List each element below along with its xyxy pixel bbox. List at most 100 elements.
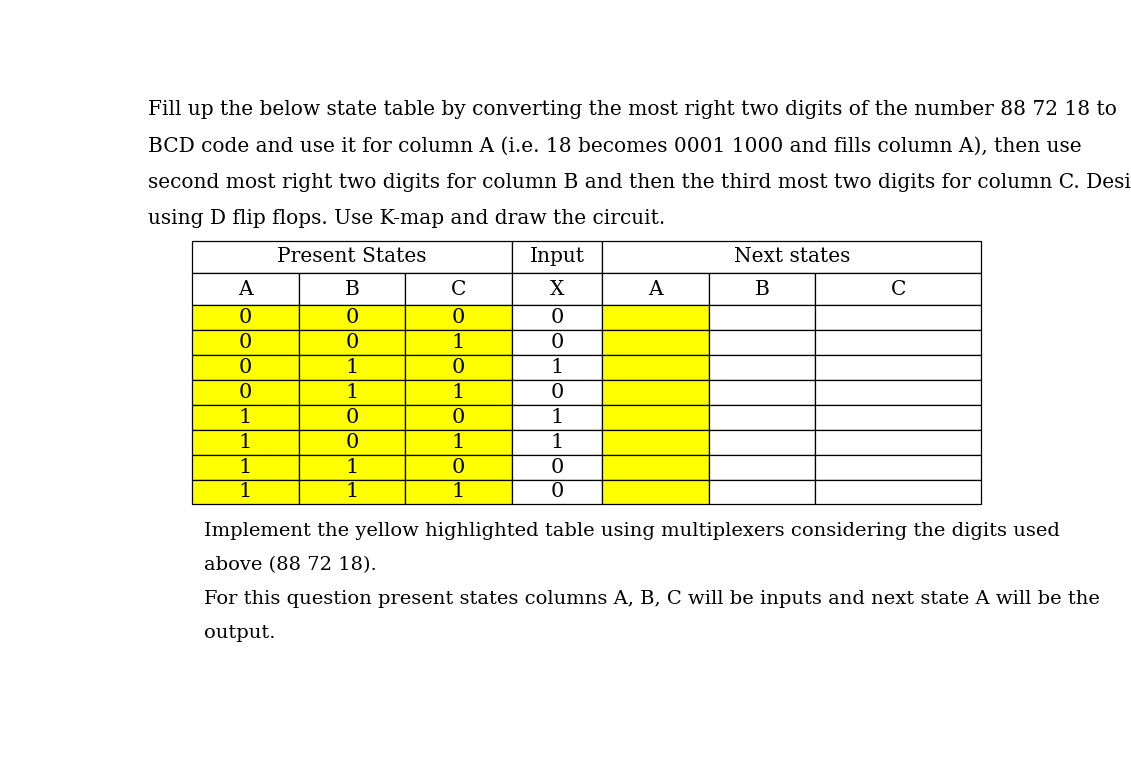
Bar bbox=[192, 273, 299, 305]
Bar bbox=[709, 454, 815, 479]
Bar bbox=[405, 405, 511, 430]
Text: 1: 1 bbox=[239, 482, 252, 501]
Text: 0: 0 bbox=[451, 408, 465, 427]
Bar bbox=[299, 330, 405, 355]
Bar bbox=[603, 479, 709, 505]
Text: B: B bbox=[754, 279, 769, 298]
Text: Implement the yellow highlighted table using multiplexers considering the digits: Implement the yellow highlighted table u… bbox=[205, 522, 1061, 540]
Bar bbox=[603, 405, 709, 430]
Text: 0: 0 bbox=[345, 433, 359, 452]
Bar bbox=[405, 454, 511, 479]
Text: second most right two digits for column B and then the third most two digits for: second most right two digits for column … bbox=[148, 173, 1131, 192]
Text: 0: 0 bbox=[239, 308, 252, 327]
Text: 0: 0 bbox=[451, 308, 465, 327]
Text: 0: 0 bbox=[551, 457, 563, 476]
Bar bbox=[192, 355, 299, 380]
Text: 0: 0 bbox=[551, 482, 563, 501]
Text: 0: 0 bbox=[451, 457, 465, 476]
Bar bbox=[511, 305, 603, 330]
Text: 1: 1 bbox=[239, 433, 252, 452]
Text: 1: 1 bbox=[451, 482, 465, 501]
Bar bbox=[192, 330, 299, 355]
Text: A: A bbox=[239, 279, 252, 298]
Bar bbox=[815, 454, 981, 479]
Bar bbox=[603, 355, 709, 380]
Text: 1: 1 bbox=[551, 408, 563, 427]
Bar bbox=[405, 355, 511, 380]
Text: 0: 0 bbox=[239, 358, 252, 377]
Text: For this question present states columns A, B, C will be inputs and next state A: For this question present states columns… bbox=[205, 590, 1100, 608]
Bar bbox=[815, 330, 981, 355]
Bar bbox=[192, 240, 511, 273]
Bar bbox=[815, 355, 981, 380]
Text: Input: Input bbox=[529, 247, 585, 266]
Bar bbox=[603, 380, 709, 405]
Bar bbox=[405, 273, 511, 305]
Bar bbox=[815, 273, 981, 305]
Bar bbox=[405, 330, 511, 355]
Text: 0: 0 bbox=[345, 333, 359, 352]
Bar bbox=[511, 330, 603, 355]
Bar bbox=[192, 405, 299, 430]
Text: Fill up the below state table by converting the most right two digits of the num: Fill up the below state table by convert… bbox=[148, 100, 1117, 119]
Bar bbox=[511, 273, 603, 305]
Bar bbox=[603, 454, 709, 479]
Bar bbox=[299, 273, 405, 305]
Text: BCD code and use it for column A (i.e. 18 becomes 0001 1000 and fills column A),: BCD code and use it for column A (i.e. 1… bbox=[148, 136, 1082, 155]
Bar bbox=[511, 355, 603, 380]
Bar bbox=[603, 240, 981, 273]
Bar bbox=[405, 305, 511, 330]
Bar bbox=[299, 405, 405, 430]
Bar bbox=[299, 479, 405, 505]
Text: 1: 1 bbox=[451, 433, 465, 452]
Text: 1: 1 bbox=[345, 457, 359, 476]
Bar bbox=[299, 380, 405, 405]
Bar bbox=[815, 430, 981, 454]
Text: 0: 0 bbox=[345, 408, 359, 427]
Bar bbox=[709, 355, 815, 380]
Text: 0: 0 bbox=[551, 383, 563, 402]
Bar bbox=[405, 380, 511, 405]
Bar bbox=[299, 430, 405, 454]
Bar bbox=[709, 380, 815, 405]
Bar bbox=[603, 305, 709, 330]
Bar bbox=[709, 305, 815, 330]
Bar bbox=[511, 479, 603, 505]
Text: B: B bbox=[345, 279, 360, 298]
Text: using D flip flops. Use K-map and draw the circuit.: using D flip flops. Use K-map and draw t… bbox=[148, 209, 666, 228]
Text: 1: 1 bbox=[551, 358, 563, 377]
Bar bbox=[192, 380, 299, 405]
Text: 0: 0 bbox=[451, 358, 465, 377]
Text: C: C bbox=[890, 279, 906, 298]
Bar bbox=[709, 273, 815, 305]
Bar bbox=[709, 430, 815, 454]
Bar bbox=[709, 405, 815, 430]
Text: 0: 0 bbox=[239, 383, 252, 402]
Text: C: C bbox=[451, 279, 466, 298]
Text: 1: 1 bbox=[551, 433, 563, 452]
Bar bbox=[511, 454, 603, 479]
Bar bbox=[603, 273, 709, 305]
Text: 1: 1 bbox=[239, 408, 252, 427]
Bar bbox=[709, 479, 815, 505]
Bar bbox=[815, 380, 981, 405]
Bar bbox=[192, 305, 299, 330]
Text: 0: 0 bbox=[239, 333, 252, 352]
Bar bbox=[815, 479, 981, 505]
Text: Next states: Next states bbox=[734, 247, 849, 266]
Bar bbox=[603, 430, 709, 454]
Bar bbox=[299, 355, 405, 380]
Bar bbox=[511, 430, 603, 454]
Text: 1: 1 bbox=[345, 358, 359, 377]
Text: X: X bbox=[550, 279, 564, 298]
Text: 1: 1 bbox=[345, 383, 359, 402]
Text: 0: 0 bbox=[551, 333, 563, 352]
Text: 1: 1 bbox=[239, 457, 252, 476]
Bar bbox=[192, 454, 299, 479]
Bar bbox=[511, 380, 603, 405]
Bar bbox=[192, 479, 299, 505]
Text: A: A bbox=[648, 279, 663, 298]
Bar bbox=[405, 479, 511, 505]
Bar bbox=[709, 330, 815, 355]
Text: Present States: Present States bbox=[277, 247, 426, 266]
